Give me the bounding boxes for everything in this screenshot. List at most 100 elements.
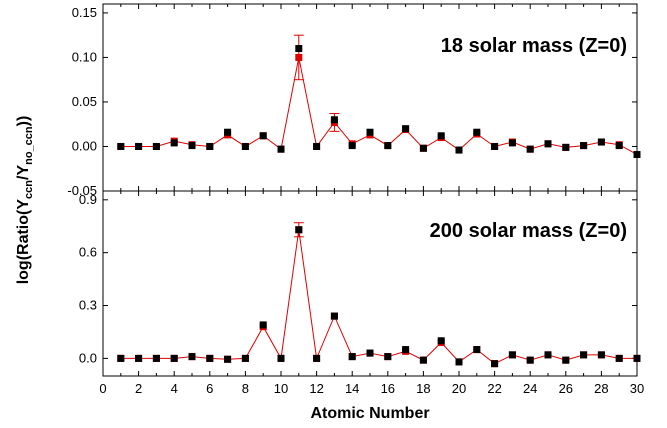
black-point: [260, 132, 267, 139]
black-point: [580, 142, 587, 149]
black-point: [349, 353, 356, 360]
black-point: [367, 129, 374, 136]
black-point: [224, 356, 231, 363]
black-point: [331, 313, 338, 320]
x-tick-label: 8: [242, 381, 249, 396]
black-point: [456, 358, 463, 365]
black-point: [295, 45, 302, 52]
x-tick-label: 2: [135, 381, 142, 396]
panel-2: 0.0 0.3 0.6 0.9 200 solar mass (Z=0): [79, 191, 641, 376]
black-point: [224, 129, 231, 136]
black-point: [278, 355, 285, 362]
black-point: [189, 353, 196, 360]
black-point: [117, 143, 124, 150]
x-tick-label: 22: [487, 381, 501, 396]
black-point: [171, 139, 178, 146]
black-point: [634, 355, 641, 362]
black-point: [135, 355, 142, 362]
black-point: [473, 129, 480, 136]
black-point: [331, 116, 338, 123]
black-point: [438, 337, 445, 344]
y-axis-title: log(Ratio(Yccn/Yno_ccn)): [15, 116, 35, 285]
black-point: [598, 351, 605, 358]
black-point: [420, 145, 427, 152]
black-point: [438, 132, 445, 139]
black-point: [580, 351, 587, 358]
y-tick-label: 0.3: [79, 298, 97, 313]
x-axis-title: Atomic Number: [310, 405, 429, 422]
x-tick-label: 6: [206, 381, 213, 396]
series-line: [121, 57, 637, 154]
black-point: [598, 139, 605, 146]
black-point: [384, 353, 391, 360]
black-point: [509, 139, 516, 146]
black-point: [206, 355, 213, 362]
black-point: [616, 355, 623, 362]
plot-frame: [103, 4, 637, 191]
panel-1: -0.05 0.00 0.05 0.10 0.15 18 solar mass (Z=0): [67, 4, 640, 198]
panel-label: 18 solar mass (Z=0): [441, 35, 627, 57]
black-point: [527, 146, 534, 153]
black-point: [189, 142, 196, 149]
black-point: [527, 357, 534, 364]
y-tick-label: 0.10: [72, 49, 97, 64]
series-line: [121, 230, 637, 364]
black-point: [491, 360, 498, 367]
black-point: [562, 357, 569, 364]
black-point: [562, 144, 569, 151]
black-point: [545, 351, 552, 358]
black-point: [295, 226, 302, 233]
x-tick-label: 28: [594, 381, 608, 396]
black-point: [153, 143, 160, 150]
panel-label: 200 solar mass (Z=0): [430, 220, 627, 242]
black-point: [278, 146, 285, 153]
x-tick-label: 10: [274, 381, 288, 396]
y-tick-label: 0.15: [72, 5, 97, 20]
x-tick-label: 24: [523, 381, 537, 396]
black-point: [313, 355, 320, 362]
y-tick-label: 0.05: [72, 94, 97, 109]
black-point: [153, 355, 160, 362]
x-tick-label: 16: [381, 381, 395, 396]
black-point: [171, 355, 178, 362]
x-tick-label: 12: [309, 381, 323, 396]
x-tick-label: 0: [99, 381, 106, 396]
black-point: [349, 142, 356, 149]
black-point: [509, 351, 516, 358]
y-tick-label: 0.0: [79, 350, 97, 365]
black-point: [367, 350, 374, 357]
x-tick-label: 14: [345, 381, 359, 396]
x-tick-label: 4: [171, 381, 178, 396]
black-point: [634, 151, 641, 158]
y-axis-title-sub1: ccn: [23, 180, 35, 199]
x-tick-label: 26: [559, 381, 573, 396]
black-point: [384, 142, 391, 149]
black-point: [420, 357, 427, 364]
black-point: [242, 355, 249, 362]
black-point: [135, 143, 142, 150]
black-point: [313, 143, 320, 150]
x-tick-label: 30: [630, 381, 644, 396]
black-point: [402, 125, 409, 132]
y-axis-title-mid: /Y: [15, 165, 32, 180]
y-axis-title-main: log(Ratio(Y: [15, 199, 32, 285]
y-axis-title-end: )): [15, 116, 32, 127]
y-tick-label: 0.00: [72, 138, 97, 153]
plot-frame: [103, 191, 637, 376]
black-point: [260, 321, 267, 328]
x-tick-label: 20: [452, 381, 466, 396]
black-point: [473, 346, 480, 353]
y-tick-label: 0.6: [79, 245, 97, 260]
black-point: [117, 355, 124, 362]
y-axis-title-sub2: no_ccn: [23, 126, 35, 165]
x-tick-label: 18: [416, 381, 430, 396]
black-point: [616, 142, 623, 149]
black-point: [491, 143, 498, 150]
black-point: [402, 346, 409, 353]
black-point: [206, 143, 213, 150]
black-point: [242, 143, 249, 150]
black-point: [456, 147, 463, 154]
black-point: [545, 140, 552, 147]
y-tick-label: 0.9: [79, 192, 97, 207]
